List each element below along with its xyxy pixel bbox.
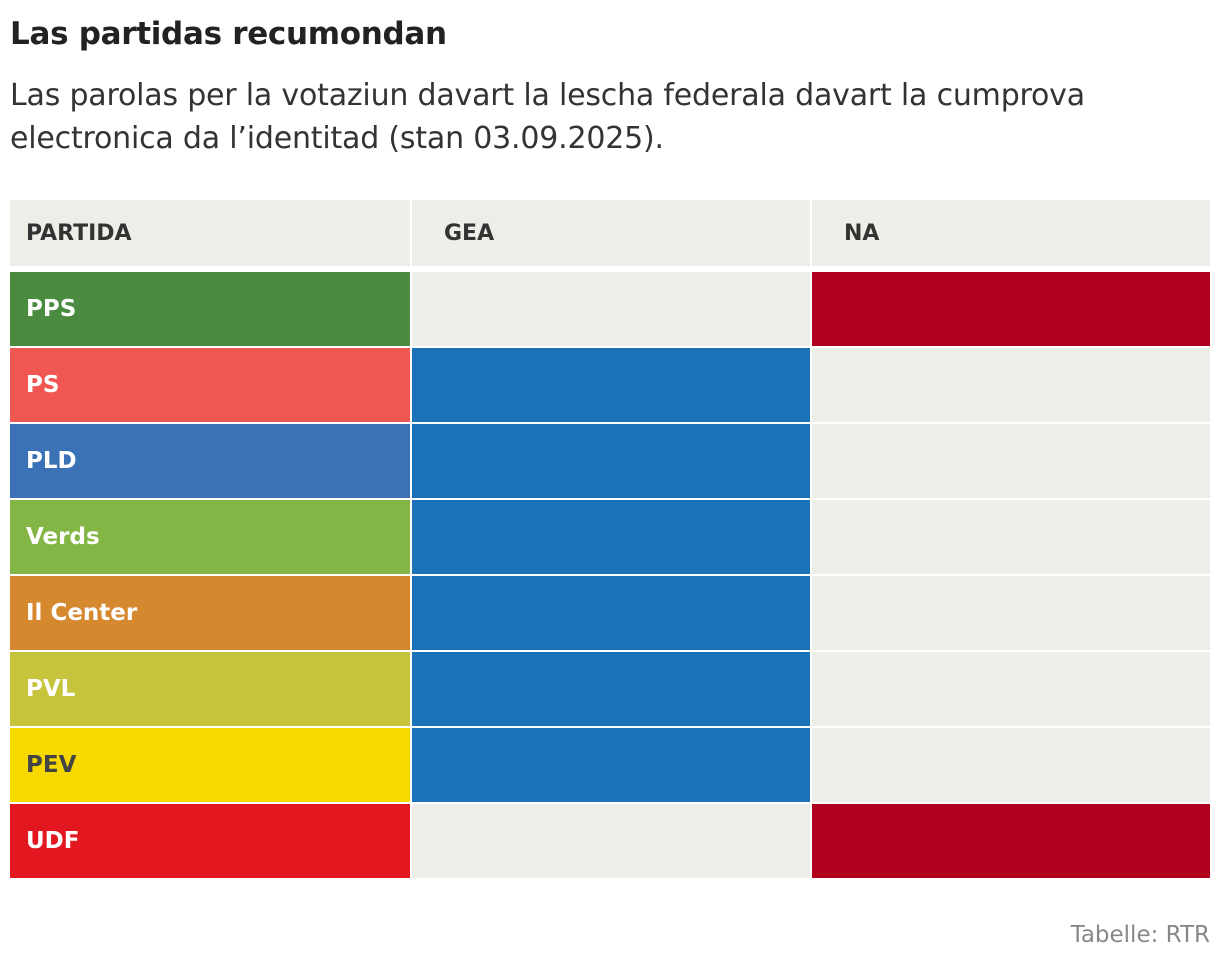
party-cell-pvl: PVL bbox=[10, 652, 410, 726]
gea-cell bbox=[412, 728, 810, 802]
gea-cell bbox=[412, 576, 810, 650]
source-credit: Tabelle: RTR bbox=[1070, 922, 1210, 948]
chart-subtitle: Las parolas per la votaziun davart la le… bbox=[10, 78, 1085, 156]
na-cell bbox=[812, 500, 1210, 574]
na-cell bbox=[812, 272, 1210, 346]
party-cell-il-center: Il Center bbox=[10, 576, 410, 650]
party-cell-ps: PS bbox=[10, 348, 410, 422]
header-partida: PARTIDA bbox=[10, 200, 410, 266]
na-cell bbox=[812, 348, 1210, 422]
gea-cell bbox=[412, 500, 810, 574]
na-cell bbox=[812, 804, 1210, 878]
party-cell-verds: Verds bbox=[10, 500, 410, 574]
gea-cell bbox=[412, 804, 810, 878]
na-cell bbox=[812, 576, 1210, 650]
gea-cell bbox=[412, 424, 810, 498]
header-na: NA bbox=[812, 200, 1210, 266]
na-cell bbox=[812, 424, 1210, 498]
na-cell bbox=[812, 728, 1210, 802]
party-cell-udf: UDF bbox=[10, 804, 410, 878]
party-cell-pld: PLD bbox=[10, 424, 410, 498]
na-cell bbox=[812, 652, 1210, 726]
header-gea: GEA bbox=[412, 200, 810, 266]
chart-title: Las partidas recumondan bbox=[10, 16, 447, 52]
gea-cell bbox=[412, 652, 810, 726]
party-cell-pps: PPS bbox=[10, 272, 410, 346]
party-cell-pev: PEV bbox=[10, 728, 410, 802]
gea-cell bbox=[412, 272, 810, 346]
gea-cell bbox=[412, 348, 810, 422]
recommendation-table: PARTIDA GEA NA PPS PS PLD Verds Il Center PVL… bbox=[10, 200, 1210, 880]
